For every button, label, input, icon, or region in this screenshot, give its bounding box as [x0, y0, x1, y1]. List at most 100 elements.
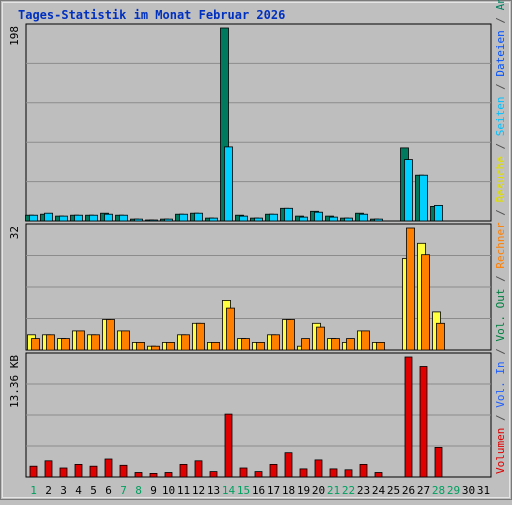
bar-rechner-day-27: [421, 254, 430, 351]
bar-rechner-day-14: [226, 307, 235, 351]
bar-volumen-day-21: [329, 468, 338, 478]
legend-entry: Vol. Out: [494, 289, 507, 349]
x-tick-label-1: 1: [30, 484, 37, 497]
bar-rechner-day-20: [316, 326, 325, 351]
bar-volumen-day-19: [299, 468, 308, 478]
bar-seiten-day-19: [299, 216, 308, 222]
bar-volumen-day-14: [224, 413, 233, 478]
bar-volumen-day-17: [269, 463, 278, 478]
legend-entry: /: [494, 143, 507, 156]
bar-seiten-day-15: [239, 215, 248, 222]
bar-rechner-day-16: [256, 341, 265, 351]
legend-entry: Seiten: [494, 96, 507, 142]
x-tick-label-16: 16: [252, 484, 265, 497]
panel-visits: 32: [8, 223, 492, 351]
y-max-label: 198: [8, 26, 21, 46]
bar-seiten-day-21: [329, 216, 338, 222]
y-max-label: 32: [8, 226, 21, 239]
bar-volumen-day-27: [419, 366, 428, 478]
x-tick-label-17: 17: [267, 484, 280, 497]
x-tick-label-21: 21: [327, 484, 340, 497]
x-tick-label-19: 19: [297, 484, 310, 497]
chart-title: Tages-Statistik im Monat Februar 2026: [18, 8, 285, 22]
legend-entry: Rechner: [494, 222, 507, 275]
bar-rechner-day-11: [181, 334, 190, 351]
bar-seiten-day-2: [44, 212, 53, 222]
bar-rechner-day-28: [436, 322, 445, 351]
y-max-label: 13.36 KB: [8, 355, 21, 408]
chart-panels: 198 32 13.36 KB: [8, 23, 492, 478]
bar-volumen-day-28: [434, 446, 443, 478]
bar-rechner-day-15: [241, 338, 250, 351]
bar-volumen-day-16: [254, 471, 263, 478]
bar-volumen-day-1: [29, 465, 38, 478]
bar-rechner-day-10: [166, 341, 175, 351]
bar-rechner-day-12: [196, 322, 205, 351]
x-tick-label-12: 12: [192, 484, 205, 497]
bar-volumen-day-4: [74, 463, 83, 478]
bar-seiten-day-27: [419, 174, 428, 222]
bar-rechner-day-23: [361, 330, 370, 351]
bar-seiten-day-20: [314, 211, 323, 222]
x-tick-label-22: 22: [342, 484, 355, 497]
bar-seiten-day-11: [179, 213, 188, 222]
x-tick-label-30: 30: [462, 484, 475, 497]
bar-volumen-day-9: [149, 472, 158, 478]
bar-rechner-day-21: [331, 338, 340, 351]
bar-seiten-day-16: [254, 217, 263, 222]
legend-entry: /: [494, 414, 507, 427]
x-tick-label-26: 26: [402, 484, 415, 497]
bar-rechner-day-13: [211, 341, 220, 351]
bar-seiten-day-4: [74, 214, 83, 222]
legend: Volumen / Vol. In / Vol. Out / Rechner /…: [494, 0, 507, 474]
panel-volume: 13.36 KB: [8, 352, 492, 478]
bar-seiten-day-26: [404, 159, 413, 222]
legend-entry: Volumen: [494, 428, 507, 474]
bar-rechner-day-19: [301, 338, 310, 351]
bar-seiten-day-12: [194, 212, 203, 222]
bar-seiten-day-5: [89, 214, 98, 222]
bar-seiten-day-14: [224, 146, 233, 222]
bar-volumen-day-22: [344, 469, 353, 478]
legend-entry: /: [494, 209, 507, 222]
bar-volumen-day-11: [179, 463, 188, 478]
bar-seiten-day-17: [269, 213, 278, 222]
bar-seiten-day-28: [434, 204, 443, 222]
bar-rechner-day-26: [406, 227, 415, 351]
bar-seiten-day-7: [119, 214, 128, 222]
legend-entry: Besuche: [494, 156, 507, 209]
bar-volumen-day-23: [359, 463, 368, 478]
bar-seiten-day-9: [149, 219, 158, 222]
x-tick-label-18: 18: [282, 484, 295, 497]
panel-background: [25, 23, 492, 222]
x-tick-label-9: 9: [150, 484, 157, 497]
x-tick-label-28: 28: [432, 484, 445, 497]
bar-rechner-day-18: [286, 319, 295, 351]
bar-volumen-day-12: [194, 460, 203, 478]
bar-rechner-day-4: [76, 330, 85, 351]
bar-volumen-day-2: [44, 460, 53, 478]
bar-volumen-day-3: [59, 467, 68, 478]
bar-seiten-day-13: [209, 217, 218, 222]
bar-rechner-day-22: [346, 338, 355, 351]
bar-seiten-day-22: [344, 217, 353, 222]
x-tick-label-5: 5: [90, 484, 97, 497]
x-tick-label-10: 10: [162, 484, 175, 497]
x-tick-label-25: 25: [387, 484, 400, 497]
bar-rechner-day-2: [46, 334, 55, 351]
bar-seiten-day-10: [164, 218, 173, 222]
bar-volumen-day-7: [119, 464, 128, 478]
bar-volumen-day-18: [284, 452, 293, 478]
bar-volumen-day-15: [239, 467, 248, 478]
legend-text: Volumen / Vol. In / Vol. Out / Rechner /…: [494, 0, 507, 474]
legend-entry: Vol. In: [494, 361, 507, 414]
x-tick-label-3: 3: [60, 484, 67, 497]
x-axis-tick-labels: 1 2 3 4 5 6 7 8 9 10 11 12 13 14 15 16 17 18 19 20 21 22 23 24 2…: [30, 484, 490, 497]
x-tick-label-29: 29: [447, 484, 460, 497]
bar-volumen-day-6: [104, 458, 113, 478]
x-tick-label-8: 8: [135, 484, 142, 497]
bar-volumen-day-10: [164, 472, 173, 478]
x-tick-label-14: 14: [222, 484, 236, 497]
